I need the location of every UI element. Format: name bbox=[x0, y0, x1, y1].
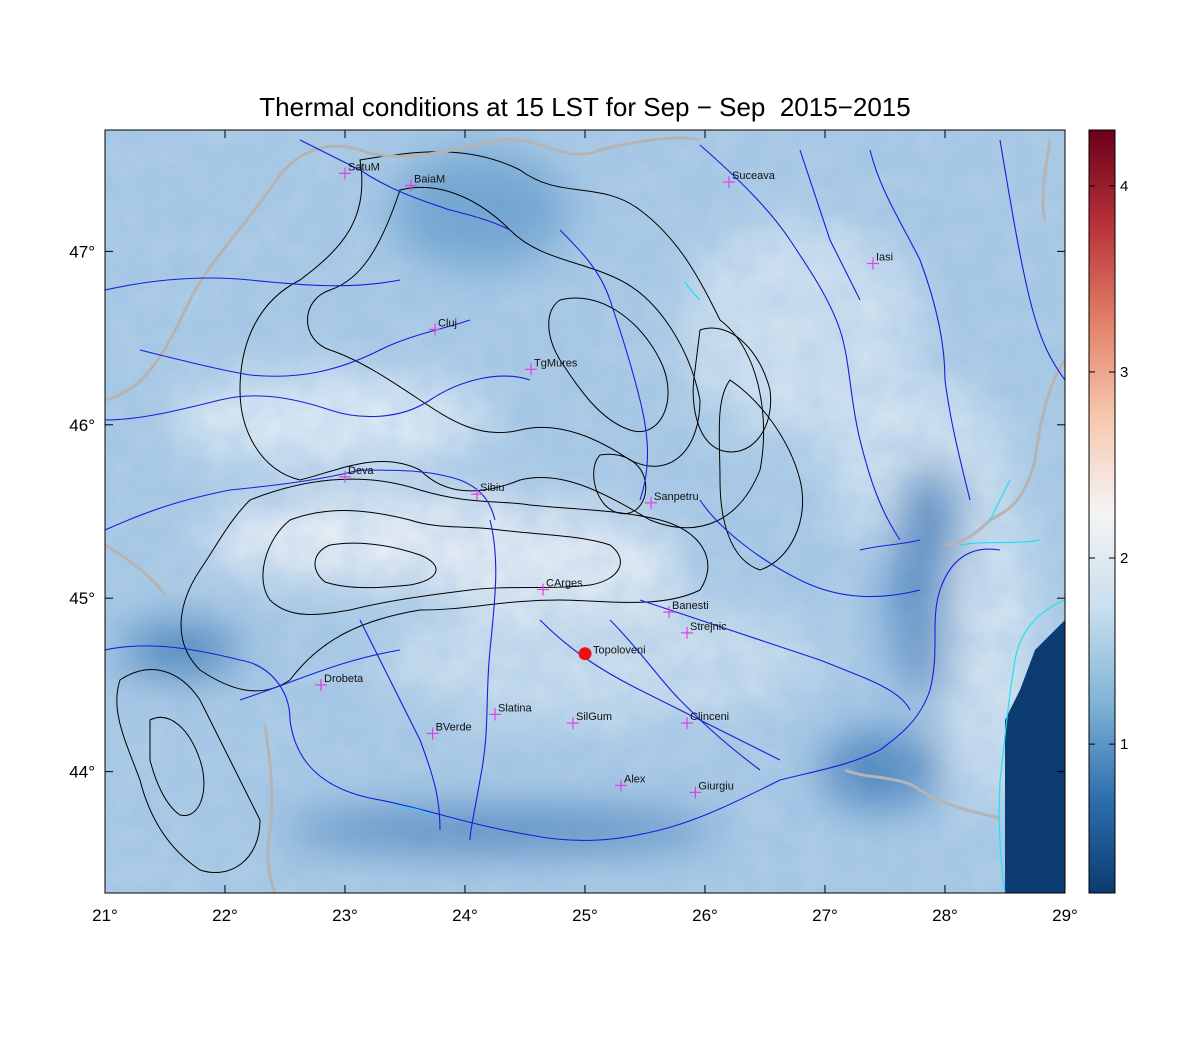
highlight-label: Topoloveni bbox=[593, 645, 646, 657]
colorbar-tick-label: 1 bbox=[1120, 736, 1128, 753]
city-label: Giurgiu bbox=[698, 780, 733, 792]
colorbar: 1 2 3 4 bbox=[1088, 129, 1128, 894]
city-label: TgMures bbox=[534, 357, 578, 369]
x-tick-label: 28° bbox=[932, 906, 958, 925]
city-sibiu: Sibiu bbox=[471, 482, 504, 501]
x-tick-label: 24° bbox=[452, 906, 478, 925]
city-giurgiu: Giurgiu bbox=[689, 780, 734, 799]
city-markers: SatuM BaiaM Suceava Iasi Cluj TgMures Deva Sibi… bbox=[315, 161, 893, 799]
city-iasi: Iasi bbox=[867, 252, 893, 270]
city-strejnic: Strejnic bbox=[681, 621, 727, 639]
city-sanpetru: Sanpetru bbox=[645, 491, 699, 509]
city-deva: Deva bbox=[339, 465, 375, 483]
city-carges: CArges bbox=[537, 578, 583, 596]
city-cluj: Cluj bbox=[429, 317, 457, 336]
y-tick-label: 45° bbox=[69, 589, 95, 608]
city-label: BaiaM bbox=[414, 173, 445, 185]
city-label: Alex bbox=[624, 773, 646, 785]
y-tick-label: 47° bbox=[69, 242, 95, 261]
city-label: BVerde bbox=[436, 721, 472, 733]
y-tick-label: 44° bbox=[69, 763, 95, 782]
borders bbox=[105, 136, 1065, 893]
city-label: Sibiu bbox=[480, 482, 504, 494]
city-label: Drobeta bbox=[324, 673, 364, 685]
city-suceava: Suceava bbox=[723, 170, 776, 189]
y-ticks: 44° 45° 46° 47° bbox=[69, 242, 1065, 782]
city-label: Clinceni bbox=[690, 711, 729, 723]
colorbar-tick-label: 2 bbox=[1120, 550, 1128, 567]
city-label: Banesti bbox=[672, 600, 709, 612]
city-label: SilGum bbox=[576, 711, 612, 723]
colorbar-scale bbox=[1088, 129, 1116, 894]
city-label: Strejnic bbox=[690, 621, 727, 633]
x-tick-label: 21° bbox=[92, 906, 118, 925]
city-clinceni: Clinceni bbox=[681, 711, 729, 730]
x-tick-label: 22° bbox=[212, 906, 238, 925]
x-tick-label: 27° bbox=[812, 906, 838, 925]
colorbar-tick-label: 4 bbox=[1120, 178, 1128, 195]
x-ticks: 21° 22° 23° 24° 25° 26° 27° 28° 29° bbox=[92, 130, 1078, 925]
city-slatina: Slatina bbox=[489, 702, 533, 721]
highlight-site: Topoloveni bbox=[578, 645, 646, 661]
thermal-field bbox=[105, 130, 1065, 893]
city-label: Deva bbox=[348, 465, 375, 477]
x-tick-label: 26° bbox=[692, 906, 718, 925]
colorbar-ticks: 1 2 3 4 bbox=[1089, 178, 1128, 753]
coastline bbox=[394, 281, 1065, 893]
city-label: Iasi bbox=[876, 252, 893, 264]
map-title: Thermal conditions at 15 LST for Sep − S… bbox=[259, 92, 911, 122]
city-label: Sanpetru bbox=[654, 491, 699, 503]
city-bverde: BVerde bbox=[426, 721, 472, 740]
highlight-marker bbox=[578, 647, 592, 661]
city-label: CArges bbox=[546, 578, 583, 590]
city-label: Cluj bbox=[438, 317, 457, 329]
axes: 21° 22° 23° 24° 25° 26° 27° 28° 29° 44° 45° 46° 47° bbox=[69, 129, 1078, 925]
city-label: Suceava bbox=[732, 170, 776, 182]
x-tick-label: 23° bbox=[332, 906, 358, 925]
city-baiam: BaiaM bbox=[405, 173, 445, 192]
city-satum: SatuM bbox=[339, 161, 380, 180]
y-tick-label: 46° bbox=[69, 416, 95, 435]
city-banesti: Banesti bbox=[663, 600, 709, 619]
city-drobeta: Drobeta bbox=[315, 673, 364, 691]
city-label: SatuM bbox=[348, 161, 380, 173]
city-label: Slatina bbox=[498, 702, 533, 714]
x-tick-label: 29° bbox=[1052, 906, 1078, 925]
city-alex: Alex bbox=[615, 773, 646, 792]
colorbar-tick-label: 3 bbox=[1120, 364, 1128, 381]
x-tick-label: 25° bbox=[572, 906, 598, 925]
city-silgum: SilGum bbox=[567, 711, 612, 730]
city-tgmures: TgMures bbox=[525, 357, 578, 376]
